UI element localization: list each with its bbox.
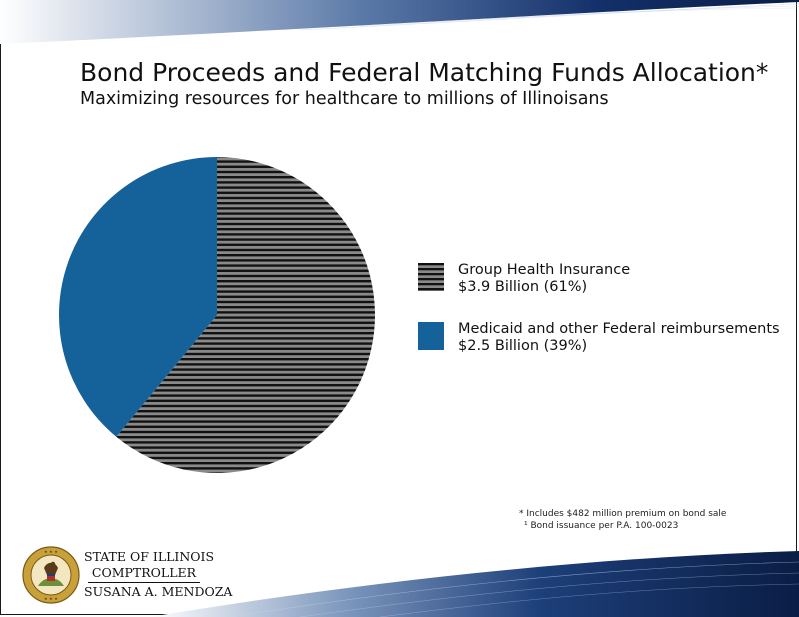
legend-item-group-health: Group Health Insurance $3.9 Billion (61%…: [418, 262, 793, 319]
footnote-bond-issuance: ¹ Bond issuance per P.A. 100-0023: [524, 521, 679, 531]
legend-label-medicaid: Medicaid and other Federal reimbursement…: [458, 321, 780, 337]
legend-swatch-group-health: [418, 263, 444, 291]
seal-line-name: SUSANA A. MENDOZA: [84, 584, 233, 599]
legend-label-group-health: Group Health Insurance: [458, 262, 631, 278]
pie-chart: [58, 157, 375, 473]
state-seal-icon: ★ ★ ★ ★ ★ ★: [22, 546, 80, 604]
legend-item-medicaid: Medicaid and other Federal reimbursement…: [418, 321, 793, 378]
footnote-premium: * Includes $482 million premium on bond …: [519, 509, 727, 519]
top-swoosh-decoration: [0, 0, 799, 44]
seal-line-comptroller: COMPTROLLER: [91, 565, 197, 580]
svg-text:★ ★ ★: ★ ★ ★: [44, 549, 58, 554]
svg-text:★ ★ ★: ★ ★ ★: [44, 596, 58, 601]
chart-title: Bond Proceeds and Federal Matching Funds…: [80, 58, 769, 87]
footnotes: * Includes $482 million premium on bond …: [519, 508, 726, 532]
bottom-swoosh-decoration: [150, 551, 799, 617]
signature-divider: [88, 582, 200, 583]
legend-swatch-medicaid: [418, 322, 444, 350]
comptroller-signature-block: STATE OF ILLINOIS COMPTROLLER SUSANA A. …: [84, 549, 233, 600]
pie-slice-medicaid: [58, 157, 217, 437]
chart-subtitle: Maximizing resources for healthcare to m…: [80, 89, 609, 109]
seal-line-state: STATE OF ILLINOIS: [84, 549, 215, 564]
pie-slice-group-health: [116, 157, 375, 473]
legend-value-group-health: $3.9 Billion (61%): [458, 279, 588, 295]
legend-value-medicaid: $2.5 Billion (39%): [458, 338, 588, 354]
chart-legend: Group Health Insurance $3.9 Billion (61%…: [418, 262, 793, 378]
